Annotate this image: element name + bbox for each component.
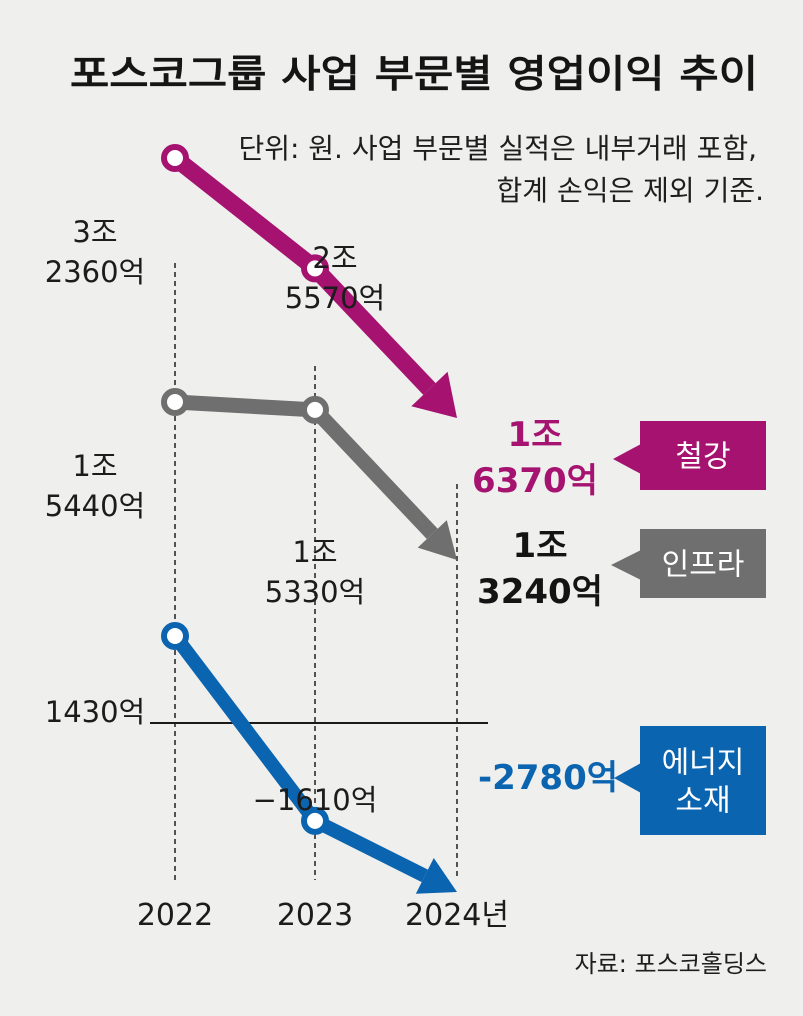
data-point-marker: [161, 622, 189, 650]
series-tag-box: [640, 529, 766, 598]
data-label: 3조: [72, 215, 117, 249]
data-label: 1430억: [45, 695, 145, 729]
data-label: -2780억: [478, 758, 618, 798]
chart-data-labels: 3조 2360억 2조 5570억 1조 6370억 1조 5440억 1조 5330억 1조 324…: [45, 215, 618, 817]
subtitle-line-2: 합계 손익은 제외 기준.: [497, 174, 764, 207]
data-point-marker: [161, 388, 189, 416]
series-arrowhead: [417, 520, 457, 560]
series-tag-box: [640, 726, 766, 835]
data-point-marker: [301, 254, 329, 283]
series-segment: [311, 814, 428, 883]
series-tag-pointer: [613, 444, 641, 474]
data-label: 1조: [508, 415, 563, 455]
data-label: 2조: [312, 241, 357, 275]
series-tag-label: 철강: [675, 440, 730, 475]
data-label: 1조: [513, 526, 568, 566]
x-axis-labels: 2022 2023 2024년: [137, 898, 509, 933]
source-note: 자료: 포스코홀딩스: [575, 950, 767, 978]
data-point-marker: [161, 144, 189, 172]
series-tag-pointer: [611, 550, 641, 580]
series-segment: [309, 404, 438, 540]
x-tick-label: 2023: [277, 898, 353, 933]
data-label: 1조: [292, 535, 337, 569]
series-arrowhead: [415, 857, 457, 894]
series-segment: [308, 262, 436, 395]
data-label: 5570억: [285, 281, 385, 315]
chart-title: 포스코그룹 사업 부문별 영업이익 추이: [70, 52, 758, 96]
data-label: −1610억: [253, 783, 378, 817]
series-tag-label: 인프라: [662, 548, 745, 583]
chart-series: [161, 144, 457, 894]
chart-guides: [150, 263, 488, 880]
data-point-marker: [301, 806, 329, 835]
series-segment: [168, 629, 322, 828]
series-segment: [167, 394, 323, 418]
series-segment: [166, 149, 324, 277]
data-label: 6370억: [472, 461, 598, 501]
data-label: 5440억: [45, 489, 145, 523]
series-arrowhead: [411, 371, 457, 418]
series-tag-box: [640, 421, 766, 490]
subtitle-line-1: 단위: 원. 사업 부문별 실적은 내부거래 포함,: [238, 132, 757, 165]
data-label: 5330억: [265, 575, 365, 609]
x-tick-label: 2024년: [405, 898, 509, 933]
series-tag-label: 에너지: [662, 746, 745, 781]
series-tag-label: 소재: [675, 784, 730, 819]
data-point-marker: [301, 395, 329, 424]
data-label: 2360억: [45, 255, 145, 289]
series-tag-pointer: [614, 763, 641, 793]
x-tick-label: 2022: [137, 898, 213, 933]
data-label: 1조: [72, 449, 117, 483]
data-label: 3240억: [477, 572, 603, 612]
